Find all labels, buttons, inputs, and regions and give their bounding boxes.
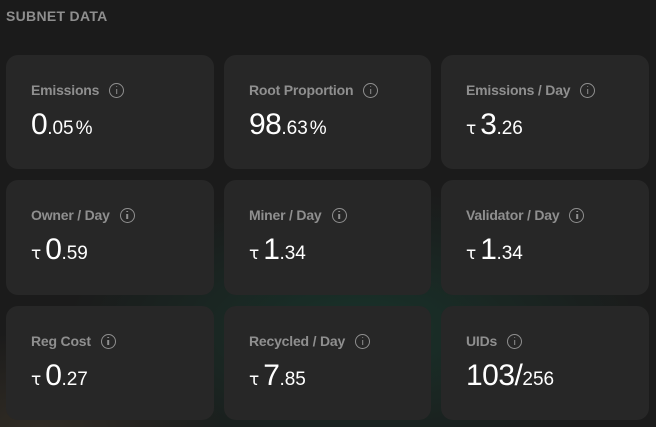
card-label: Owner / Day [31,207,135,223]
value-integer: 1 [263,233,280,266]
value-integer: 7 [263,359,280,392]
card-recycled-per-day: Recycled / Day τ 7 .85 [224,306,431,420]
value-integer: 98 [249,108,282,141]
info-icon[interactable] [331,207,347,223]
card-label: Miner / Day [249,207,347,223]
info-icon[interactable] [507,333,523,349]
label-text: Recycled / Day [249,333,346,349]
value-decimal: .34 [496,243,523,264]
value-decimal: .34 [279,243,306,264]
tao-currency-icon: τ [466,119,477,139]
card-owner-per-day: Owner / Day τ 0 .59 [6,180,214,295]
tao-currency-icon: τ [31,244,42,264]
value-decimal: .59 [61,243,88,264]
info-icon[interactable] [569,207,585,223]
value-max: 256 [522,369,555,390]
tao-currency-icon: τ [249,244,260,264]
card-value: τ 7 .85 [249,359,306,393]
value-suffix: % [309,118,327,139]
value-suffix: % [75,118,93,139]
card-value: τ 0 .59 [31,233,88,267]
info-icon[interactable] [119,207,135,223]
value-decimal: .85 [279,369,306,390]
value-integer: 0 [45,359,62,392]
tao-currency-icon: τ [31,370,42,390]
value-decimal: .63 [281,118,308,139]
value-integer: 1 [480,233,497,266]
card-label: Reg Cost [31,333,116,349]
card-value: 98 .63 % [249,108,327,142]
card-value: 0 .05 % [31,108,93,142]
info-icon[interactable] [580,82,596,98]
tao-currency-icon: τ [249,370,260,390]
card-uids: UIDs 103/ 256 [441,306,649,420]
card-label: Root Proportion [249,82,379,98]
label-text: Owner / Day [31,207,110,223]
info-icon[interactable] [109,82,125,98]
card-emissions-per-day: Emissions / Day τ 3 .26 [441,55,649,169]
section-title: SUBNET DATA [6,8,108,24]
card-value: 103/ 256 [466,359,554,393]
value-integer: 3 [480,108,497,141]
card-label: Recycled / Day [249,333,371,349]
card-label: UIDs [466,333,523,349]
card-validator-per-day: Validator / Day τ 1 .34 [441,180,649,295]
card-value: τ 3 .26 [466,108,523,142]
card-miner-per-day: Miner / Day τ 1 .34 [224,180,431,295]
tao-currency-icon: τ [466,244,477,264]
info-icon[interactable] [355,333,371,349]
subnet-data-grid: Emissions 0 .05 % Root Proportion 98 .63… [6,55,649,420]
value-decimal: .27 [61,369,88,390]
value-decimal: .26 [496,118,523,139]
value-integer: 103/ [466,359,523,392]
label-text: Emissions / Day [466,82,571,98]
card-value: τ 1 .34 [466,233,523,267]
card-value: τ 0 .27 [31,359,88,393]
card-emissions: Emissions 0 .05 % [6,55,214,169]
label-text: UIDs [466,333,498,349]
card-value: τ 1 .34 [249,233,306,267]
info-icon[interactable] [363,82,379,98]
value-integer: 0 [31,108,48,141]
card-reg-cost: Reg Cost τ 0 .27 [6,306,214,420]
card-label: Emissions / Day [466,82,596,98]
label-text: Root Proportion [249,82,354,98]
card-root-proportion: Root Proportion 98 .63 % [224,55,431,169]
label-text: Reg Cost [31,333,91,349]
value-integer: 0 [45,233,62,266]
card-label: Emissions [31,82,125,98]
label-text: Emissions [31,82,100,98]
label-text: Validator / Day [466,207,560,223]
card-label: Validator / Day [466,207,585,223]
label-text: Miner / Day [249,207,322,223]
info-icon[interactable] [100,333,116,349]
value-decimal: .05 [47,118,74,139]
